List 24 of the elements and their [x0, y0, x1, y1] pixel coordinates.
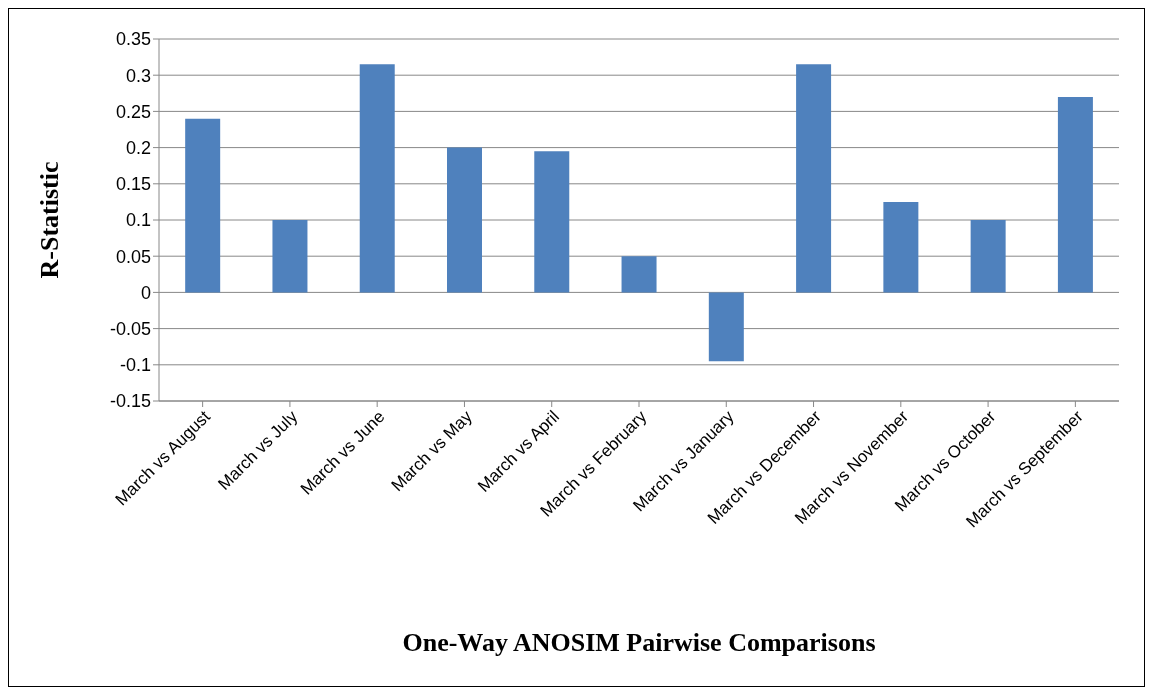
bar: [621, 256, 657, 293]
y-tick-label: 0.35: [115, 29, 151, 50]
bar: [796, 64, 832, 293]
bar: [883, 201, 919, 293]
y-tick-label: 0.25: [115, 101, 151, 122]
y-axis-title: R-Statistic: [35, 161, 65, 279]
y-tick-label: 0.1: [125, 210, 151, 231]
bar: [185, 118, 221, 293]
y-tick-label: 0: [140, 282, 151, 303]
y-tick-label: 0.15: [115, 174, 151, 195]
y-tick-label: -0.15: [109, 391, 151, 412]
y-tick-label: 0.3: [125, 65, 151, 86]
y-tick-label: 0.2: [125, 137, 151, 158]
bar: [359, 64, 395, 293]
bar: [1057, 96, 1093, 293]
y-tick-label: -0.05: [109, 318, 151, 339]
bar: [534, 151, 570, 293]
y-tick-label: 0.05: [115, 246, 151, 267]
y-tick-label: -0.1: [119, 355, 151, 376]
bar: [447, 147, 482, 293]
bar: [708, 292, 744, 362]
bar: [970, 220, 1006, 293]
x-axis-title: One-Way ANOSIM Pairwise Comparisons: [402, 628, 876, 657]
bar: [272, 220, 308, 293]
